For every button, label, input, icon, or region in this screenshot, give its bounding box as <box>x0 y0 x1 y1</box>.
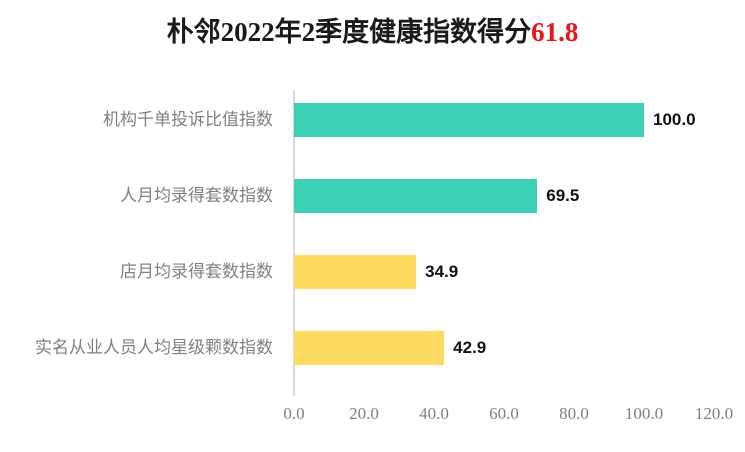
category-label: 店月均录得套数指数 <box>120 262 273 281</box>
bar[interactable] <box>294 331 445 365</box>
plot-area: 100.0 69.5 34.9 42.9 <box>294 90 714 395</box>
value-axis-tick: 40.0 <box>419 404 449 423</box>
bar[interactable] <box>294 103 644 137</box>
value-axis-tick: 80.0 <box>559 404 589 423</box>
bar-value-label: 69.5 <box>546 186 580 205</box>
value-axis-line <box>293 90 295 396</box>
bar-value-label: 100.0 <box>653 110 696 129</box>
value-axis-tick-labels: 0.0 20.0 40.0 60.0 80.0 100.0 120.0 <box>0 402 745 426</box>
category-axis-labels: 机构千单投诉比值指数人月均录得套数指数 店月均录得套数指数实名从业人员人均星级颗数… <box>0 90 282 395</box>
chart-title-score: 61.8 <box>531 17 579 47</box>
value-axis-tick: 100.0 <box>624 404 664 423</box>
bar[interactable] <box>294 179 538 213</box>
bar-value-label: 42.9 <box>453 338 487 357</box>
bar-value-label: 34.9 <box>425 262 459 281</box>
chart-title-text: 朴邻2022年2季度健康指数得分 <box>166 17 532 47</box>
value-axis-tick: 20.0 <box>349 404 379 423</box>
value-axis-tick: 0.0 <box>283 404 305 423</box>
chart-title: 朴邻2022年2季度健康指数得分61.8 <box>0 14 745 50</box>
bar[interactable] <box>294 255 417 289</box>
category-label: 机构千单投诉比值指数 <box>103 110 273 129</box>
value-axis-tick: 60.0 <box>489 404 519 423</box>
category-label: 实名从业人员人均星级颗数指数 <box>35 338 273 357</box>
value-axis-tick: 120.0 <box>694 404 734 423</box>
category-label: 人月均录得套数指数 <box>120 186 273 205</box>
